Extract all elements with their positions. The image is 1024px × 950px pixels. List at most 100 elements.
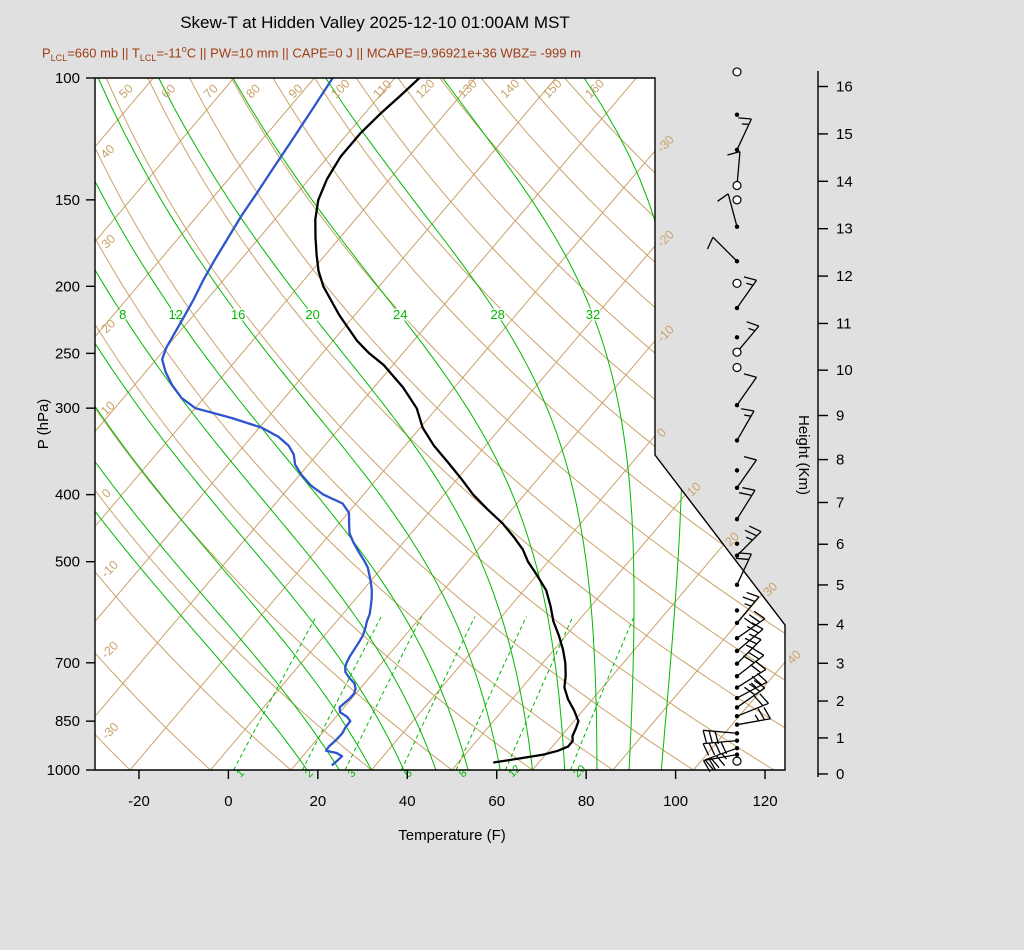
- indices-segment: o: [181, 44, 187, 54]
- pressure-tick-label: 250: [55, 345, 80, 362]
- level-dot: [734, 608, 740, 613]
- height-tick-label: 9: [836, 408, 844, 425]
- pressure-tick-label: 400: [55, 487, 80, 504]
- barb-staff: [736, 459, 758, 489]
- barb-staff: [727, 193, 738, 227]
- station-circle: [732, 756, 742, 766]
- level-dot: [734, 582, 740, 588]
- barb-staff: [736, 681, 768, 699]
- barb-half-feather: [741, 123, 749, 126]
- indices-segment: LCL: [50, 52, 68, 63]
- level-dot: [734, 620, 740, 626]
- level-dot: [734, 636, 740, 641]
- temperature-axis: -20 0 20 40 60 80 100 120 Temperature (F): [128, 770, 778, 844]
- height-tick-label: 12: [836, 268, 853, 285]
- barb-feather: [743, 455, 757, 461]
- barb-feather: [756, 672, 768, 683]
- sounding-traces: [160, 78, 580, 766]
- level-dot: [734, 468, 740, 473]
- temperature-tick-label: 60: [488, 793, 505, 810]
- height-tick-label: 0: [836, 766, 844, 783]
- wind-barbs: [702, 67, 772, 773]
- barb-staff: [736, 596, 760, 624]
- indices-segment: =660 mb || T: [67, 45, 140, 61]
- height-tick-label: 5: [836, 577, 844, 594]
- level-dot: [734, 648, 740, 654]
- level-dot: [734, 674, 740, 679]
- level-dot: [734, 259, 740, 264]
- barb-staff: [703, 729, 738, 734]
- station-circle: [732, 195, 742, 205]
- barb-feather: [702, 760, 711, 773]
- barb-feather: [743, 373, 757, 378]
- level-dot: [734, 438, 740, 443]
- station-circle: [732, 362, 742, 373]
- barb-feather: [744, 637, 758, 645]
- barb-staff: [736, 702, 769, 717]
- barb-staff: [736, 639, 762, 665]
- temperature-axis-title: Temperature (F): [398, 827, 506, 844]
- barb-half-feather: [745, 536, 753, 541]
- height-tick-label: 2: [836, 693, 844, 710]
- barb-feather: [742, 596, 756, 603]
- barb-feather: [741, 408, 755, 412]
- moist-adiabat-label: 28: [490, 307, 504, 322]
- indices-segment: =-11: [156, 45, 182, 61]
- isotherm-label: -30: [654, 132, 677, 155]
- barb-feather: [751, 675, 763, 686]
- moist-adiabat-label: 8: [119, 307, 126, 322]
- level-dot: [734, 541, 740, 546]
- barb-feather: [747, 651, 760, 660]
- barb-feather: [755, 660, 767, 671]
- barb-feather: [753, 695, 764, 707]
- indices-segment: C || PW=10 mm || CAPE=0 J || MCAPE=9.969…: [186, 45, 581, 61]
- barb-staff: [736, 279, 758, 309]
- height-tick-label: 1: [836, 730, 844, 747]
- level-dot: [734, 685, 740, 690]
- barb-feather: [735, 557, 749, 561]
- level-dot: [734, 661, 740, 666]
- barb-staff: [736, 151, 741, 186]
- pressure-axis: 100 150 200 250 300 400 500 700 850 1000 P (hPa): [35, 70, 95, 779]
- barb-feather: [738, 492, 752, 497]
- barb-staff: [703, 753, 738, 762]
- barb-half-feather: [743, 414, 752, 417]
- barb-staff: [736, 718, 771, 726]
- level-dot: [734, 713, 740, 719]
- barb-feather: [708, 759, 717, 772]
- barb-feather: [744, 529, 758, 537]
- pressure-tick-label: 850: [55, 713, 80, 730]
- level-dot: [734, 335, 740, 340]
- temperature-tick-label: 120: [753, 793, 778, 810]
- isotherm-label: 0: [654, 425, 669, 440]
- height-tick-label: 6: [836, 536, 844, 553]
- level-dot: [734, 485, 740, 490]
- barb-feather: [743, 617, 756, 627]
- height-tick-label: 15: [836, 126, 853, 143]
- barb-feather: [727, 150, 741, 156]
- moist-adiabat-label: 24: [393, 307, 407, 322]
- barb-feather: [748, 614, 761, 623]
- pressure-tick-label: 500: [55, 554, 80, 571]
- temperature-tick-label: 20: [309, 793, 326, 810]
- height-axis-title: Height (Km): [795, 415, 812, 495]
- barb-feather: [750, 664, 762, 674]
- barb-feather: [742, 486, 756, 491]
- height-tick-label: 8: [836, 452, 844, 469]
- barb-half-feather: [745, 644, 753, 649]
- level-dot: [734, 695, 740, 701]
- barb-staff: [704, 747, 738, 761]
- chart-indices: PLCL=660 mb || TLCL=-11oC || PW=10 mm ||…: [42, 44, 581, 63]
- chart-title: Skew-T at Hidden Valley 2025-12-10 01:00…: [180, 13, 570, 32]
- barb-feather: [714, 742, 722, 755]
- plot-area: [95, 78, 785, 770]
- barb-feather: [743, 276, 757, 281]
- level-dot: [734, 722, 740, 727]
- barb-staff: [736, 410, 755, 441]
- barb-staff: [736, 376, 758, 406]
- barb-half-feather: [748, 327, 756, 332]
- barb-feather: [708, 730, 714, 744]
- station-circle: [732, 67, 742, 77]
- station-circle: [732, 180, 742, 191]
